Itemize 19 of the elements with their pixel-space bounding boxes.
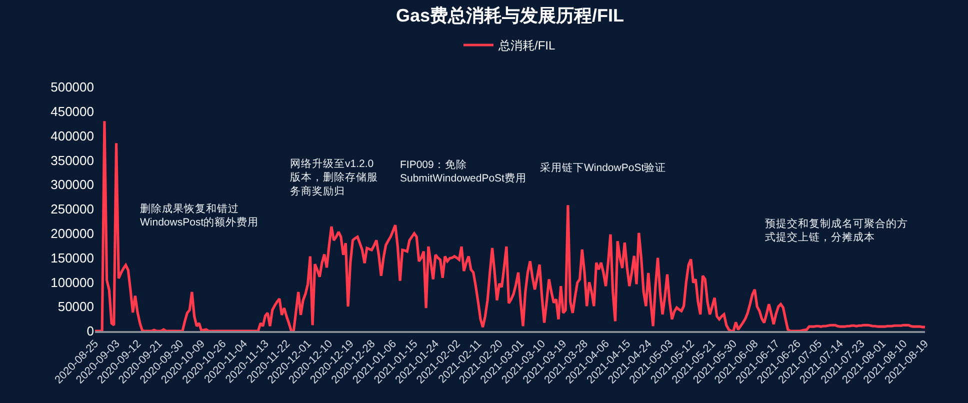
annotation: FIP009：免除SubmitWindowedPoSt费用 (400, 159, 526, 185)
annotation: 采用链下WindowPoSt验证 (540, 161, 666, 174)
y-tick-label: 250000 (50, 202, 94, 217)
line-series (95, 120, 925, 331)
chart-title: Gas费总消耗与发展历程/FIL (396, 5, 624, 26)
y-tick-label: 100000 (50, 274, 94, 290)
y-tick-label: 0 (86, 324, 94, 339)
y-tick-label: 150000 (50, 250, 94, 266)
annotation: 删除成果恢复和错过WindowsPost的额外费用 (140, 202, 259, 229)
y-tick-label: 300000 (50, 177, 94, 192)
y-tick-label: 500000 (50, 80, 94, 95)
y-tick-label: 50000 (58, 299, 94, 314)
annotation: 网络升级至v1.2.0版本，删除存储服务商奖励归 (290, 157, 378, 198)
legend-label: 总消耗/FIL (498, 38, 556, 53)
y-tick-label: 400000 (50, 128, 94, 144)
annotation: 预提交和复制成名可聚合的方式提交上链，分摊成本 (765, 217, 908, 244)
y-tick-label: 200000 (50, 226, 94, 241)
y-tick-label: 350000 (50, 152, 94, 168)
y-tick-label: 450000 (50, 104, 94, 119)
